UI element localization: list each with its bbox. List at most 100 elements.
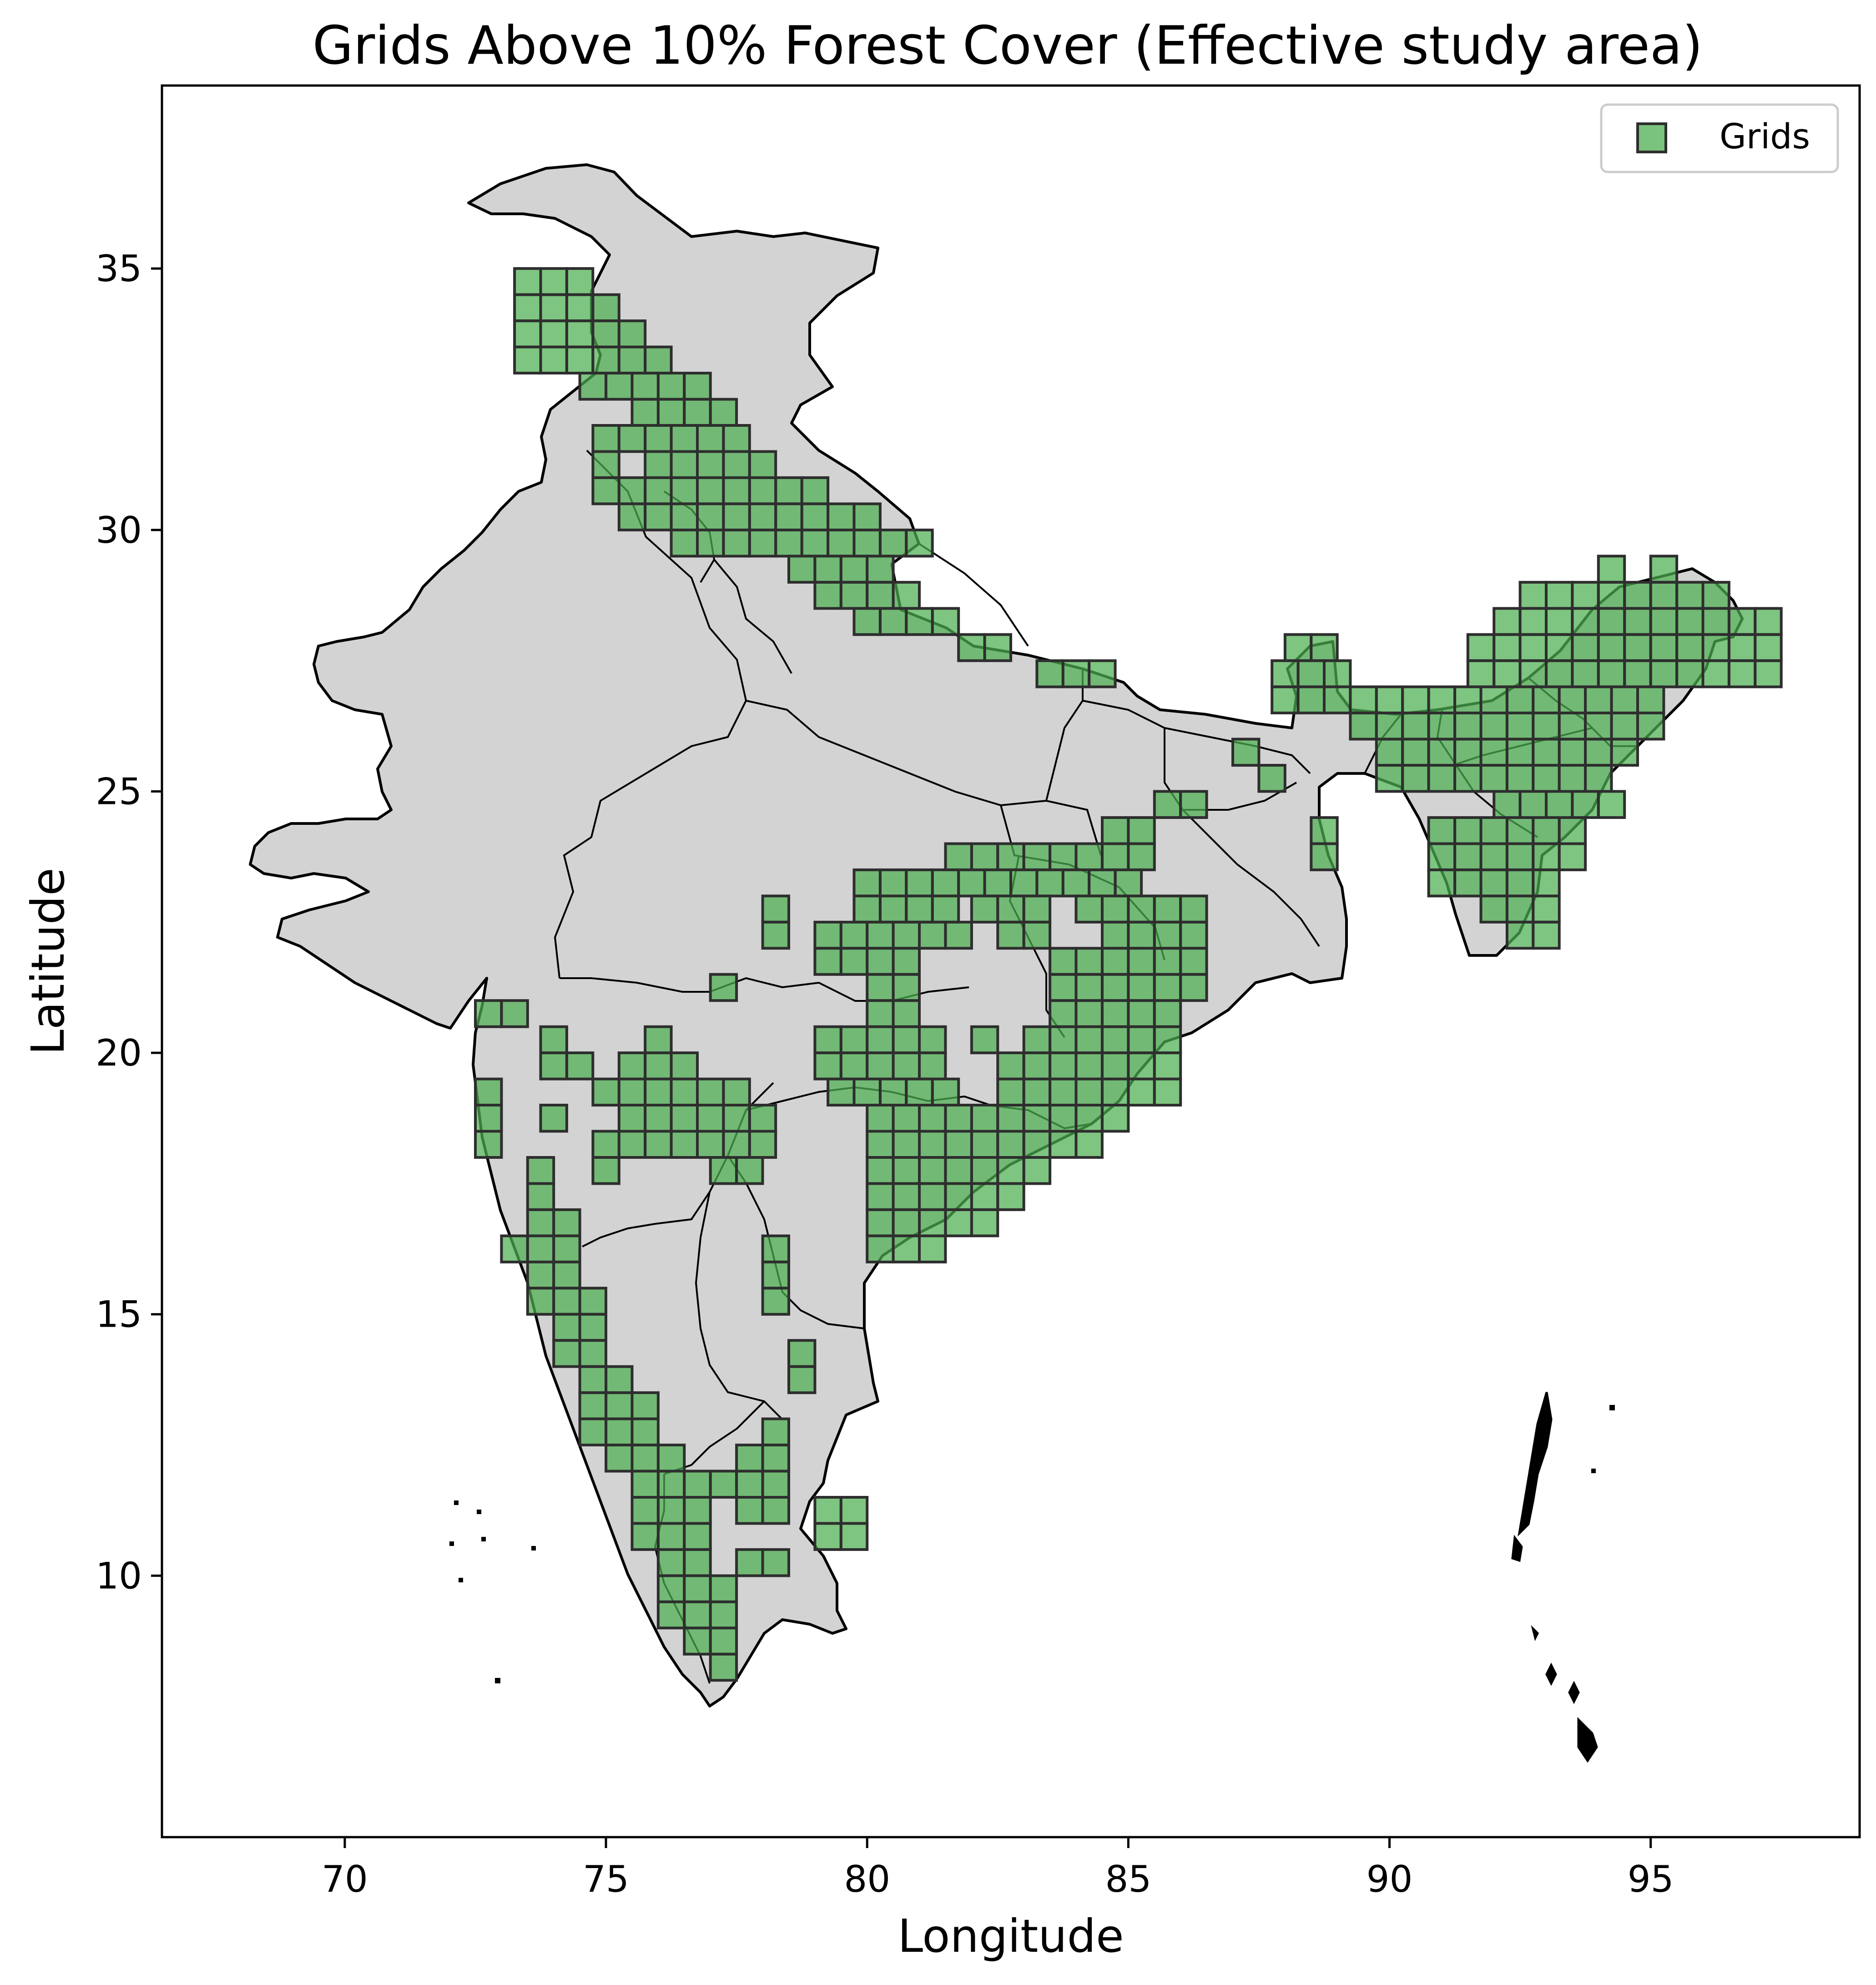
grid-cell	[500, 999, 529, 1028]
legend-label-grids: Grids	[1720, 116, 1810, 157]
grid-cell	[1271, 659, 1300, 688]
grid-cell	[1466, 633, 1496, 662]
grid-cell	[1505, 712, 1535, 741]
grid-cell	[866, 920, 895, 950]
grid-cell	[878, 1077, 908, 1107]
grid-cell	[696, 476, 725, 505]
grid-cell	[800, 528, 830, 558]
grid-cell	[1153, 790, 1182, 819]
grid-cell	[761, 1287, 790, 1316]
grid-cell	[761, 1444, 790, 1473]
grid-cell	[1323, 659, 1352, 688]
grid-cell	[565, 1051, 595, 1081]
grid-cell	[1545, 659, 1574, 688]
grid-cell	[722, 424, 751, 453]
grid-cell	[774, 502, 803, 531]
grid-cell	[1675, 607, 1705, 636]
grid-cell	[1545, 581, 1574, 610]
grid-cell	[813, 581, 842, 610]
grid-cell	[892, 973, 921, 1002]
grid-cell	[474, 1077, 503, 1107]
grid-cell	[1532, 920, 1561, 950]
grid-cell	[670, 476, 699, 505]
grid-cell	[617, 1104, 647, 1133]
grid-cell	[1101, 1077, 1130, 1107]
grid-cell	[892, 1208, 921, 1237]
grid-cell	[683, 1548, 712, 1577]
grid-cell	[1558, 712, 1587, 741]
grid-cell	[1505, 816, 1535, 845]
grid-cell	[630, 1470, 660, 1499]
grid-cell	[1479, 842, 1508, 871]
legend: Grids	[1600, 103, 1839, 173]
x-tick-label: 75	[583, 1858, 629, 1900]
grid-cell	[944, 920, 973, 950]
grid-cell	[748, 450, 777, 479]
grid-cell	[1074, 1025, 1104, 1055]
grid-cell	[578, 1287, 607, 1316]
grid-cell	[656, 398, 686, 427]
grid-cell	[866, 1130, 895, 1159]
grid-cell	[1022, 1156, 1052, 1185]
x-tick-label: 85	[1105, 1858, 1151, 1900]
x-tick-label: 90	[1367, 1858, 1413, 1900]
grid-cell	[1675, 633, 1705, 662]
grid-cell	[1453, 737, 1483, 767]
grid-cell	[578, 1417, 607, 1447]
grid-cell	[1453, 712, 1483, 741]
grid-cell	[1035, 659, 1064, 688]
grid-cell	[1257, 764, 1286, 793]
grid-cell	[526, 1156, 555, 1185]
grid-cell	[1427, 868, 1457, 898]
grid-cell	[1074, 894, 1104, 924]
grid-cell	[1049, 1104, 1078, 1133]
grid-cell	[1479, 737, 1508, 767]
grid-cell	[918, 1130, 947, 1159]
grid-cell	[839, 1496, 869, 1525]
grid-cell	[1649, 607, 1679, 636]
grid-cell	[1493, 633, 1522, 662]
grid-cell	[1558, 685, 1587, 715]
y-tick-label: 20	[96, 1032, 142, 1074]
grid-cell	[1127, 1077, 1156, 1107]
grid-cell	[617, 345, 647, 375]
grid-cell	[852, 894, 882, 924]
grid-cell	[827, 502, 856, 531]
grid-cell	[1532, 712, 1561, 741]
grid-cell	[1493, 659, 1522, 688]
grid-cell	[617, 424, 647, 453]
grid-cell	[709, 1574, 738, 1603]
grid-cell	[474, 1130, 503, 1159]
grid-cell	[644, 476, 673, 505]
grid-cell	[1479, 868, 1508, 898]
grid-cell	[813, 920, 842, 950]
grid-cell	[1754, 607, 1783, 636]
grid-cell	[970, 1182, 999, 1211]
grid-cell	[1584, 685, 1613, 715]
axes-frame	[161, 84, 1861, 1839]
y-tick-label: 35	[96, 247, 142, 290]
grid-cell	[644, 1130, 673, 1159]
grid-cell	[1466, 659, 1496, 688]
grid-cell	[1375, 737, 1404, 767]
grid-cell	[944, 842, 973, 871]
grid-cell	[878, 607, 908, 636]
grid-cell	[578, 1313, 607, 1342]
grid-cell	[1571, 607, 1600, 636]
grid-cell	[526, 1287, 555, 1316]
grid-cell	[552, 1287, 581, 1316]
grid-cell	[761, 1260, 790, 1290]
grid-cell	[1101, 894, 1130, 924]
grid-cell	[605, 372, 634, 401]
grid-cell	[878, 894, 908, 924]
grid-cell	[1675, 581, 1705, 610]
grid-cell	[1153, 920, 1182, 950]
grid-cell	[644, 502, 673, 531]
grid-cell	[1127, 947, 1156, 976]
grid-cell	[839, 1522, 869, 1551]
grid-cell	[1310, 842, 1339, 871]
grid-cell	[1401, 685, 1430, 715]
grid-cell	[1114, 868, 1143, 898]
grid-cell	[696, 528, 725, 558]
grid-cell	[957, 633, 986, 662]
